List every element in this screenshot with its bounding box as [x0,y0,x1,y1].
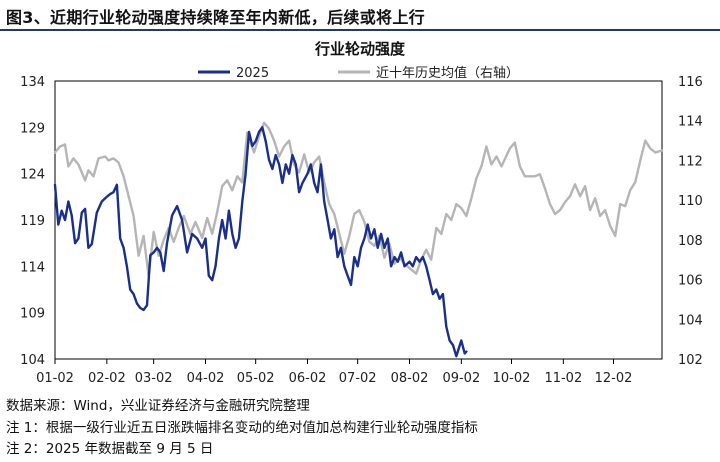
left-tick-label: 134 [20,75,45,90]
legend-label-2025: 2025 [236,66,269,81]
x-tick-label: 02-02 [88,371,126,386]
left-tick-label: 109 [20,307,45,322]
x-tick-label: 09-02 [442,371,480,386]
left-axis-ticks: 104 109 114 119 124 129 134 [20,75,45,368]
chart-axes [54,80,663,360]
note-2: 注 2：2025 年数据截至 9 月 5 日 [6,441,214,457]
x-tick-label: 11-02 [544,371,582,386]
left-tick-label: 114 [20,260,45,275]
x-tick-label: 08-02 [391,371,429,386]
right-tick-label: 102 [678,353,703,368]
legend-label-average: 近十年历史均值（右轴） [376,65,519,81]
series-lines [53,121,664,358]
right-tick-label: 110 [678,194,703,209]
x-tick-label: 06-02 [289,371,327,386]
plot-frame [54,80,663,360]
x-tick-label: 07-02 [339,371,377,386]
right-axis-ticks: 102 104 106 108 110 112 114 116 [678,75,703,368]
right-tick-label: 104 [678,313,703,328]
left-tick-label: 119 [20,214,45,229]
x-tick-label: 10-02 [493,371,531,386]
line-chart: 104 109 114 119 124 129 134 102 104 106 108 110 112… [20,65,703,386]
right-tick-label: 114 [678,115,703,130]
x-tick-label: 04-02 [187,371,225,386]
x-axis-ticks: 01-02 02-02 03-02 04-02 05-02 06-02 07-02 08-02… [36,359,632,386]
right-tick-label: 116 [678,75,703,90]
figure-title: 图3、近期行业轮动强度持续降至年内新低，后续或将上行 [6,8,425,27]
left-tick-label: 104 [20,353,45,368]
series-line-2025 [53,126,468,358]
series-line-average [53,121,664,277]
legend: 2025 近十年历史均值（右轴） [198,65,519,81]
right-tick-label: 108 [678,234,703,249]
x-tick-label: 01-02 [36,371,74,386]
right-tick-label: 112 [678,154,703,169]
x-tick-label: 05-02 [237,371,275,386]
figure-notes: 数据来源：Wind，兴业证券经济与金融研究院整理 注 1：根据一级行业近五日涨跌… [6,396,478,461]
x-tick-label: 03-02 [135,371,173,386]
left-tick-label: 129 [20,121,45,136]
chart-title: 行业轮动强度 [314,40,405,58]
x-tick-label: 12-02 [595,371,633,386]
right-tick-label: 106 [678,274,703,289]
note-1: 注 1：根据一级行业近五日涨跌幅排名变动的绝对值加总构建行业轮动强度指标 [6,419,478,436]
left-tick-label: 124 [20,168,45,183]
note-source: 数据来源：Wind，兴业证券经济与金融研究院整理 [6,398,310,414]
title-rule [0,29,720,31]
